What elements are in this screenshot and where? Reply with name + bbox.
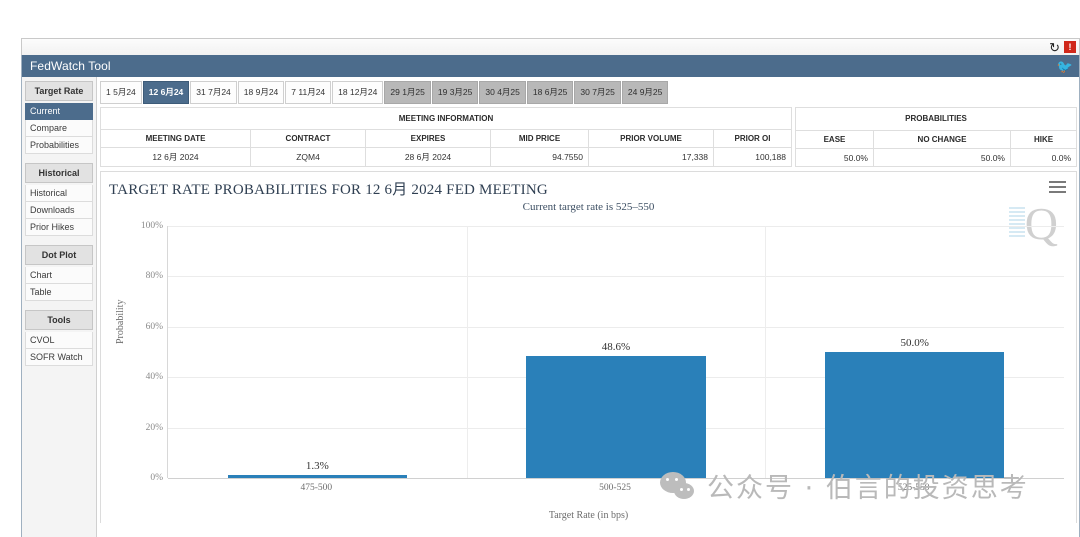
bar-data-label: 48.6% bbox=[601, 340, 631, 353]
x-axis-tick: 525-550 bbox=[897, 483, 930, 493]
gridline-y bbox=[168, 226, 1064, 227]
probabilities-table: PROBABILITIES EASE NO CHANGE HIKE 50.0% … bbox=[795, 107, 1077, 167]
cell-no-change: 50.0% bbox=[873, 148, 1011, 167]
twitter-icon[interactable]: 🐦 bbox=[1056, 58, 1073, 74]
col-ease[interactable]: EASE bbox=[795, 129, 874, 150]
tab-meeting-10[interactable]: 30 7月25 bbox=[574, 81, 621, 104]
tab-meeting-6[interactable]: 29 1月25 bbox=[384, 81, 431, 104]
tab-meeting-2[interactable]: 31 7月24 bbox=[190, 81, 237, 104]
app-body: Target Rate Current Compare Probabilities Hi… bbox=[22, 77, 1079, 537]
gridline-y bbox=[168, 276, 1064, 278]
col-contract[interactable]: CONTRACT bbox=[250, 129, 366, 148]
cell-contract: ZQM4 bbox=[250, 147, 366, 167]
cell-ease: 50.0% bbox=[795, 148, 874, 167]
y-axis-tick: 100% bbox=[140, 221, 163, 231]
app-titlebar: FedWatch Tool 🐦 bbox=[22, 55, 1079, 77]
sidebar-item-historical[interactable]: Historical bbox=[25, 185, 93, 202]
y-axis-tick: 40% bbox=[145, 372, 163, 383]
gridline-y bbox=[168, 326, 1064, 328]
bar-475-500[interactable] bbox=[227, 474, 407, 478]
tab-meeting-11[interactable]: 24 9月25 bbox=[621, 81, 669, 104]
gridline-x bbox=[466, 226, 468, 478]
app-title: FedWatch Tool bbox=[30, 59, 111, 73]
sidebar-group-historical: Historical bbox=[25, 163, 93, 183]
sidebar-spacer bbox=[25, 154, 93, 163]
cell-hike: 0.0% bbox=[1010, 148, 1077, 167]
tab-meeting-1[interactable]: 12 6月24 bbox=[142, 81, 190, 104]
sidebar-item-compare[interactable]: Compare bbox=[25, 120, 93, 137]
y-axis-tick: 60% bbox=[145, 321, 163, 332]
sidebar-group-dot-plot: Dot Plot bbox=[25, 245, 93, 265]
col-hike[interactable]: HIKE bbox=[1010, 129, 1077, 150]
sidebar-spacer bbox=[25, 301, 93, 310]
x-axis-label: Target Rate (in bps) bbox=[548, 510, 629, 521]
cell-expires: 28 6月 2024 bbox=[365, 147, 491, 167]
cell-prior-oi: 100,188 bbox=[713, 147, 792, 167]
q-logo-watermark-icon: Q bbox=[1008, 198, 1058, 249]
sidebar: Target Rate Current Compare Probabilities Hi… bbox=[22, 77, 97, 537]
probabilities-header-row: EASE NO CHANGE HIKE bbox=[795, 129, 1077, 150]
meeting-information-table: MEETING INFORMATION MEETING DATE CONTRAC… bbox=[100, 107, 792, 167]
app-frame: FedWatch Tool 🐦 Target Rate Current Compar… bbox=[21, 55, 1080, 537]
sidebar-group-target-rate: Target Rate bbox=[25, 81, 93, 101]
tab-meeting-0[interactable]: 1 5月24 bbox=[100, 81, 142, 104]
gridline-y bbox=[168, 478, 1064, 479]
table-row: 12 6月 2024 ZQM4 28 6月 2024 94.7550 17,33… bbox=[100, 147, 792, 167]
col-prior-volume[interactable]: PRIOR VOLUME bbox=[588, 129, 714, 148]
col-mid-price[interactable]: MID PRICE bbox=[490, 129, 589, 148]
info-tables: MEETING INFORMATION MEETING DATE CONTRAC… bbox=[97, 104, 1079, 167]
bar-data-label: 50.0% bbox=[900, 337, 929, 349]
x-axis-tick: 500-525 bbox=[599, 483, 631, 493]
gridline-x bbox=[765, 226, 767, 478]
sidebar-item-probabilities[interactable]: Probabilities bbox=[25, 137, 93, 154]
bar-500-525[interactable] bbox=[526, 355, 706, 478]
cell-prior-volume: 17,338 bbox=[588, 147, 714, 167]
bar-525-550[interactable] bbox=[825, 352, 1005, 478]
main-content: 1 5月24 12 6月24 31 7月24 18 9月24 7 11月24 18 12月… bbox=[97, 77, 1079, 537]
sidebar-item-current[interactable]: Current bbox=[25, 103, 93, 120]
sidebar-item-sofr-watch[interactable]: SOFR Watch bbox=[25, 349, 93, 366]
bar-data-label: 1.3% bbox=[305, 459, 329, 472]
chart-title: TARGET RATE PROBABILITIES FOR 12 6月 2024… bbox=[109, 182, 548, 198]
tab-meeting-4[interactable]: 7 11月24 bbox=[285, 81, 332, 104]
table-row: 50.0% 50.0% 0.0% bbox=[795, 148, 1077, 167]
probabilities-group-header: PROBABILITIES bbox=[795, 107, 1077, 131]
tab-meeting-7[interactable]: 19 3月25 bbox=[431, 81, 479, 104]
chart-subtitle: Current target rate is 525–550 bbox=[522, 201, 655, 213]
sidebar-item-prior-hikes[interactable]: Prior Hikes bbox=[25, 219, 93, 236]
x-axis-tick: 475-500 bbox=[300, 483, 333, 493]
sidebar-item-cvol[interactable]: CVOL bbox=[25, 332, 93, 349]
sidebar-group-tools: Tools bbox=[25, 310, 93, 330]
col-no-change[interactable]: NO CHANGE bbox=[873, 129, 1011, 150]
chart-panel: TARGET RATE PROBABILITIES FOR 12 6月 2024… bbox=[100, 171, 1077, 523]
sidebar-item-table[interactable]: Table bbox=[25, 284, 93, 301]
meeting-table-header-row: MEETING DATE CONTRACT EXPIRES MID PRICE … bbox=[100, 129, 792, 148]
cell-mid-price: 94.7550 bbox=[490, 147, 589, 167]
hamburger-menu-icon[interactable] bbox=[1049, 181, 1066, 196]
tab-meeting-9[interactable]: 18 6月25 bbox=[526, 81, 574, 104]
y-axis-tick: 80% bbox=[145, 271, 163, 282]
sidebar-spacer bbox=[25, 236, 93, 245]
meeting-date-tabs: 1 5月24 12 6月24 31 7月24 18 9月24 7 11月24 18 12月… bbox=[97, 77, 1079, 104]
y-axis-tick: 0% bbox=[150, 473, 163, 483]
sidebar-item-chart[interactable]: Chart bbox=[25, 267, 93, 284]
sidebar-item-downloads[interactable]: Downloads bbox=[25, 202, 93, 219]
tab-meeting-8[interactable]: 30 4月25 bbox=[479, 81, 526, 104]
cell-meeting-date: 12 6月 2024 bbox=[100, 147, 251, 167]
y-axis-tick: 20% bbox=[145, 422, 163, 433]
col-expires[interactable]: EXPIRES bbox=[365, 129, 491, 148]
tab-meeting-5[interactable]: 18 12月24 bbox=[332, 81, 384, 104]
meeting-info-group-header: MEETING INFORMATION bbox=[100, 107, 792, 130]
plot-area: Probability 1.3% 48.6% 50.0% Target Rate (… bbox=[101, 216, 1076, 523]
alert-icon[interactable]: ! bbox=[1064, 41, 1076, 53]
col-prior-oi[interactable]: PRIOR OI bbox=[713, 129, 792, 148]
reload-icon[interactable]: ↻ bbox=[1049, 39, 1060, 55]
browser-toolbar: ↻ ! bbox=[21, 38, 1080, 55]
col-meeting-date[interactable]: MEETING DATE bbox=[100, 129, 251, 148]
tab-meeting-3[interactable]: 18 9月24 bbox=[237, 81, 285, 104]
plot-canvas: 1.3% 48.6% 50.0% bbox=[167, 226, 1064, 479]
